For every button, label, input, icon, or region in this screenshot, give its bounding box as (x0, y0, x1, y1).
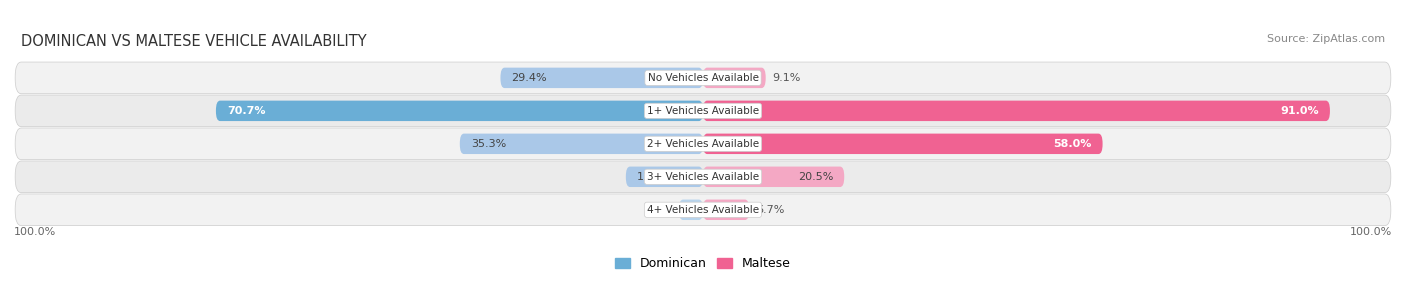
Text: 1+ Vehicles Available: 1+ Vehicles Available (647, 106, 759, 116)
Legend: Dominican, Maltese: Dominican, Maltese (612, 253, 794, 274)
FancyBboxPatch shape (15, 128, 1391, 160)
FancyBboxPatch shape (460, 134, 703, 154)
Text: No Vehicles Available: No Vehicles Available (648, 73, 758, 83)
Text: DOMINICAN VS MALTESE VEHICLE AVAILABILITY: DOMINICAN VS MALTESE VEHICLE AVAILABILIT… (21, 34, 367, 49)
FancyBboxPatch shape (679, 200, 703, 220)
Text: 6.7%: 6.7% (756, 205, 785, 215)
Text: 2+ Vehicles Available: 2+ Vehicles Available (647, 139, 759, 149)
FancyBboxPatch shape (703, 101, 1330, 121)
FancyBboxPatch shape (703, 200, 749, 220)
Text: 11.2%: 11.2% (637, 172, 672, 182)
FancyBboxPatch shape (703, 68, 766, 88)
FancyBboxPatch shape (626, 166, 703, 187)
Text: Source: ZipAtlas.com: Source: ZipAtlas.com (1267, 34, 1385, 44)
Text: 3.5%: 3.5% (644, 205, 672, 215)
Text: 20.5%: 20.5% (797, 172, 834, 182)
FancyBboxPatch shape (15, 161, 1391, 193)
FancyBboxPatch shape (15, 95, 1391, 127)
FancyBboxPatch shape (703, 166, 844, 187)
Text: 91.0%: 91.0% (1281, 106, 1319, 116)
Text: 100.0%: 100.0% (14, 227, 56, 237)
Text: 70.7%: 70.7% (226, 106, 266, 116)
Text: 100.0%: 100.0% (1350, 227, 1392, 237)
Text: 3+ Vehicles Available: 3+ Vehicles Available (647, 172, 759, 182)
FancyBboxPatch shape (703, 134, 1102, 154)
Text: 29.4%: 29.4% (512, 73, 547, 83)
Text: 35.3%: 35.3% (471, 139, 506, 149)
FancyBboxPatch shape (15, 194, 1391, 226)
FancyBboxPatch shape (217, 101, 703, 121)
Text: 58.0%: 58.0% (1053, 139, 1091, 149)
Text: 9.1%: 9.1% (772, 73, 801, 83)
Text: 4+ Vehicles Available: 4+ Vehicles Available (647, 205, 759, 215)
FancyBboxPatch shape (15, 62, 1391, 94)
FancyBboxPatch shape (501, 68, 703, 88)
